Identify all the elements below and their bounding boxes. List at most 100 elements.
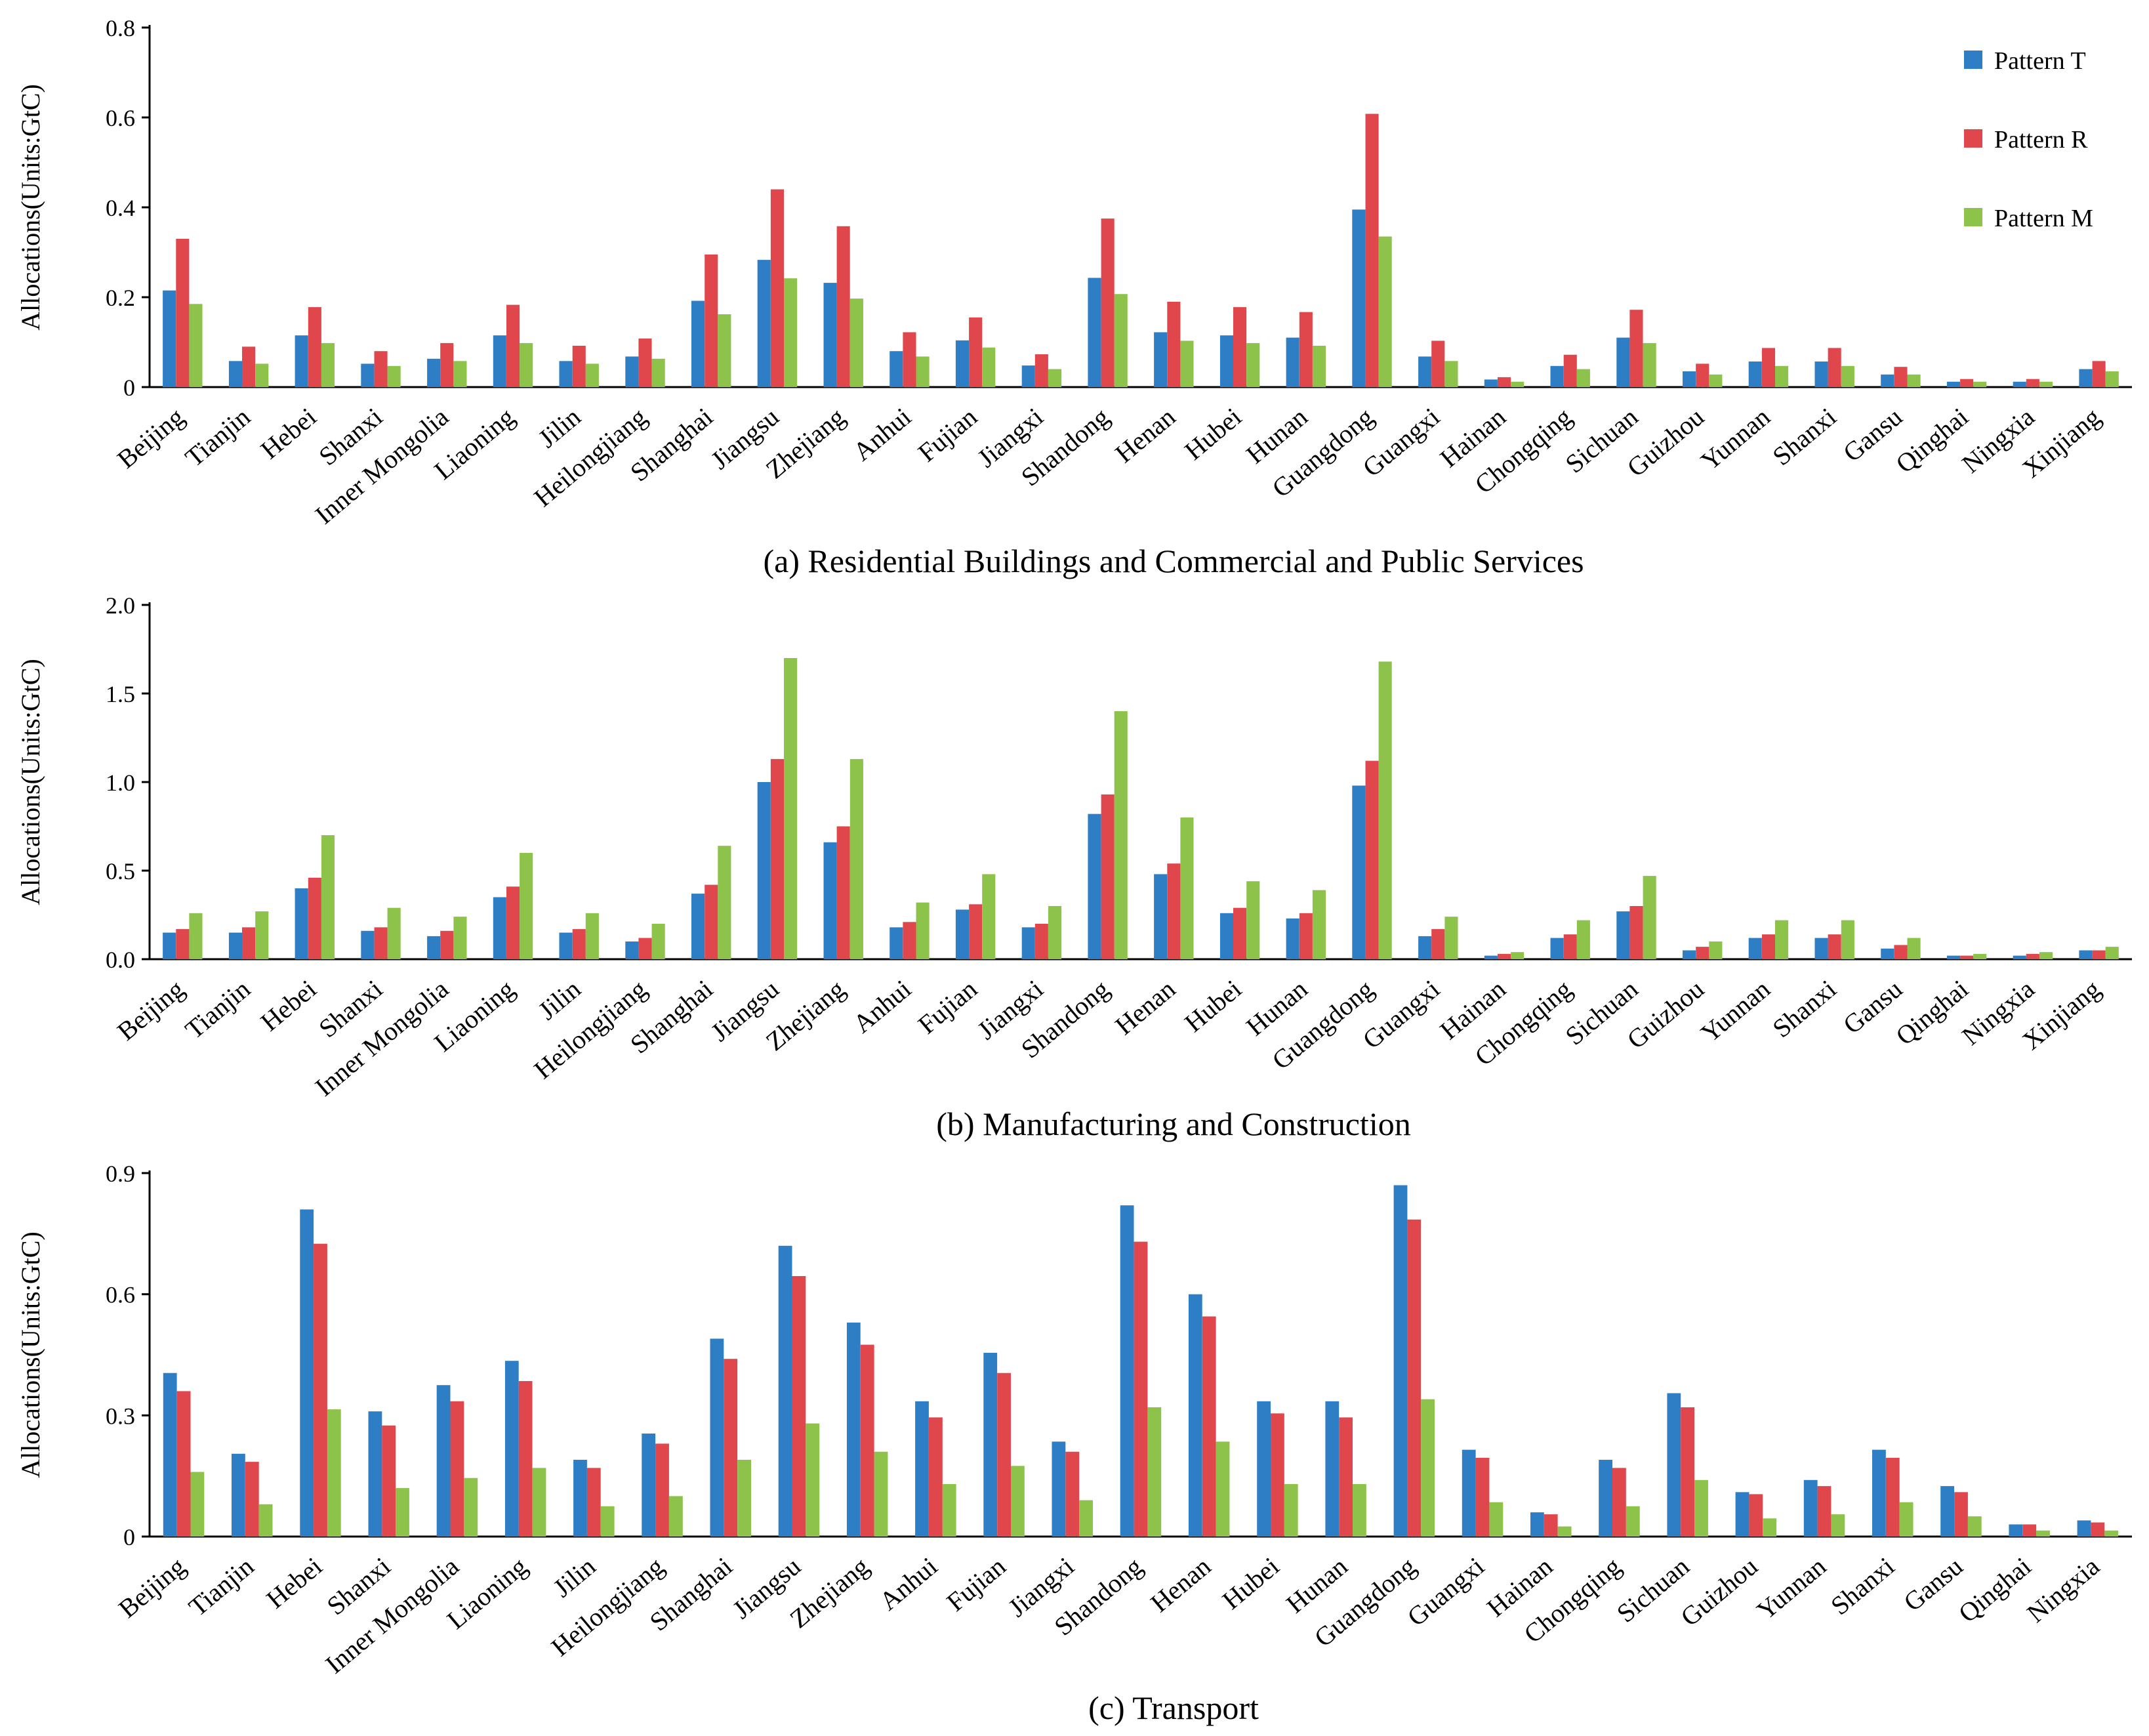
category-label: Henan [1109,402,1181,468]
chart-b: 0.0 0.5 1.0 1.5 2.0 Allocations(Units:GtC) Bei… [16,592,2132,1142]
legend-label: Pattern R [1994,126,2088,154]
category-label: Guizhou [1675,1551,1763,1632]
bar-pattern-t [1325,1401,1340,1537]
bar-pattern-m [1216,1441,1230,1537]
bar-pattern-r [1202,1316,1216,1537]
bar-pattern-m [2104,1530,2119,1537]
bar-pattern-m [1775,365,1789,387]
bar-pattern-t [757,782,771,959]
y-tick-label: 0.0 [106,947,135,973]
bar-pattern-r [836,226,850,387]
bar-pattern-r [1339,1417,1353,1537]
category-label: Fujian [912,402,983,467]
bar-pattern-m [1312,346,1326,387]
bar-pattern-t [1803,1479,1818,1537]
bar-pattern-t [493,897,506,959]
bar-pattern-m [396,1488,409,1537]
category-label: Hubei [1179,974,1247,1037]
bar-pattern-m [784,278,798,387]
bar-pattern-r [1065,1451,1080,1537]
bar-pattern-r [860,1344,874,1537]
bar-pattern-m [1180,817,1194,959]
bar-pattern-r [1101,794,1115,959]
bar-pattern-r [705,884,718,959]
bar-pattern-t [1946,955,1960,959]
category-label: Qinghai [1953,1551,2037,1628]
bar-pattern-t [2077,1520,2091,1537]
bar-pattern-m [982,874,996,959]
bar-pattern-m [849,299,863,387]
bar-pattern-r [176,1391,191,1537]
bar-pattern-r [242,346,256,387]
bar-pattern-t [1393,1185,1408,1537]
legend: Pattern T Pattern R Pattern M [1964,47,2093,232]
category-label: Jilin [548,1551,602,1603]
bar-pattern-t [757,260,771,387]
bar-pattern-m [916,902,930,959]
bar-pattern-t [642,1434,656,1537]
bar-pattern-t [890,927,903,959]
bar-pattern-t [361,363,375,387]
bar-pattern-t [1940,1486,1954,1537]
bar-pattern-m [464,1478,478,1537]
bar-pattern-r [1365,760,1379,959]
bar-pattern-t [823,283,837,387]
bar-pattern-m [1284,1484,1298,1537]
bar-pattern-m [321,835,335,959]
bar-pattern-m [1511,952,1525,959]
bar-pattern-m [532,1468,546,1537]
category-label: Anhui [874,1551,943,1616]
bar-pattern-m [2039,381,2053,387]
bar-pattern-r [1749,1494,1763,1537]
category-label: Beijing [113,1551,191,1623]
bar-pattern-t [1021,365,1035,387]
y-tick-label: 0.9 [106,1161,135,1187]
bar-pattern-m [1246,881,1260,959]
bar-pattern-t [295,888,308,959]
bar-pattern-t [1550,938,1564,959]
category-label: Jilin [533,402,586,453]
bar-pattern-r [518,1381,533,1537]
bar-pattern-m [1421,1399,1435,1537]
bar-pattern-m [1907,938,1921,959]
category-label: Anhui [848,974,917,1039]
bar-pattern-r [1629,310,1643,387]
bar-pattern-r [1431,341,1445,387]
bar-pattern-r [1894,945,1908,959]
bar-pattern-m [1444,361,1458,387]
bar-pattern-m [190,1472,205,1537]
legend-label: Pattern T [1994,47,2086,75]
bar-pattern-t [1748,362,1762,387]
bar-pattern-r [1563,354,1577,387]
y-tick-label: 0 [123,1524,135,1550]
bar-pattern-m [585,363,599,387]
bar-pattern-m [1312,890,1326,959]
bar-pattern-r [1034,924,1048,959]
bar-pattern-r [440,342,454,387]
bar-pattern-r [2092,950,2106,959]
category-label: Shanxi [1767,402,1841,471]
chart-caption: (c) Transport [1088,1689,1259,1726]
bar-pattern-m [1557,1526,1572,1537]
bar-pattern-r [440,930,454,959]
bar-pattern-m [1775,920,1789,959]
y-tick-label: 0.6 [106,1282,135,1308]
bar-pattern-t [1418,356,1432,387]
bar-pattern-t [1484,955,1498,959]
bar-pattern-t [1188,1294,1202,1537]
bar-pattern-r [1544,1514,1558,1537]
bar-pattern-t [983,1352,998,1537]
bar-pattern-t [493,335,506,387]
bar-pattern-r [1960,379,1974,387]
bar-pattern-t [361,930,375,959]
bar-pattern-r [1629,906,1643,959]
category-label: Qinghai [1890,974,1974,1050]
y-tick-label: 0.2 [106,285,135,311]
bar-pattern-m [1626,1506,1640,1537]
bar-pattern-t [2013,955,2026,959]
bar-pattern-m [255,363,269,387]
bar-pattern-r [770,758,784,959]
y-tick-label: 0.4 [106,195,135,221]
bar-pattern-r [314,1243,327,1537]
bar-pattern-t [1352,785,1366,959]
